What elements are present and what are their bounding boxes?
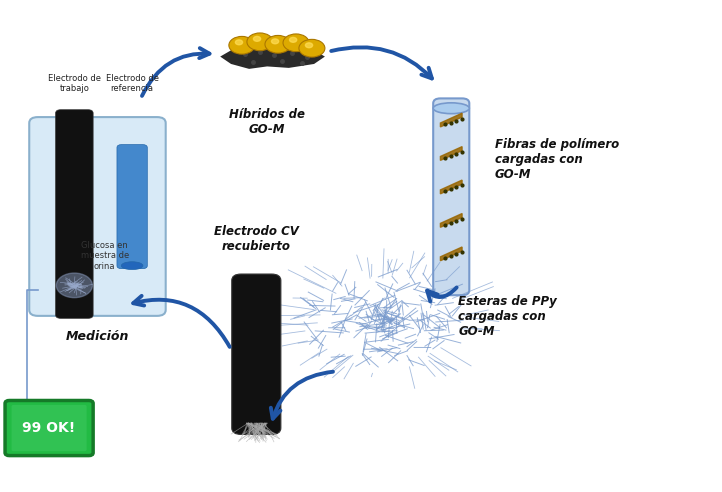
- Circle shape: [265, 35, 291, 53]
- Circle shape: [229, 36, 255, 54]
- FancyBboxPatch shape: [29, 117, 165, 316]
- Circle shape: [247, 33, 273, 51]
- Text: Esteras de PPy
cargadas con
GO-M: Esteras de PPy cargadas con GO-M: [458, 295, 557, 338]
- Polygon shape: [440, 247, 462, 261]
- Circle shape: [235, 40, 243, 45]
- FancyBboxPatch shape: [232, 274, 281, 434]
- Polygon shape: [440, 214, 462, 227]
- Text: Electrodo CV
recubierto: Electrodo CV recubierto: [214, 225, 299, 253]
- Circle shape: [271, 39, 279, 44]
- Ellipse shape: [433, 103, 469, 114]
- Text: Electrodo de
referencia: Electrodo de referencia: [105, 74, 159, 93]
- Text: Electrodo de
trabajo: Electrodo de trabajo: [48, 74, 101, 93]
- Circle shape: [305, 43, 313, 48]
- FancyBboxPatch shape: [12, 405, 87, 451]
- FancyBboxPatch shape: [5, 400, 93, 456]
- Text: Glucosa en
muestra de
orina: Glucosa en muestra de orina: [81, 241, 129, 271]
- Circle shape: [56, 273, 92, 298]
- Text: Fibras de polímero
cargadas con
GO-M: Fibras de polímero cargadas con GO-M: [495, 138, 619, 181]
- Polygon shape: [440, 113, 462, 127]
- Ellipse shape: [121, 262, 143, 270]
- FancyBboxPatch shape: [433, 98, 469, 295]
- FancyBboxPatch shape: [117, 145, 147, 269]
- Circle shape: [299, 39, 325, 57]
- Circle shape: [253, 36, 261, 41]
- Text: Medición: Medición: [66, 330, 129, 342]
- Text: Híbridos de
GO-M: Híbridos de GO-M: [229, 108, 305, 136]
- Polygon shape: [440, 147, 462, 160]
- Circle shape: [290, 37, 297, 42]
- Polygon shape: [220, 45, 325, 69]
- FancyBboxPatch shape: [56, 110, 93, 318]
- Polygon shape: [440, 180, 462, 194]
- Circle shape: [283, 34, 309, 52]
- Text: 99 OK!: 99 OK!: [22, 421, 76, 435]
